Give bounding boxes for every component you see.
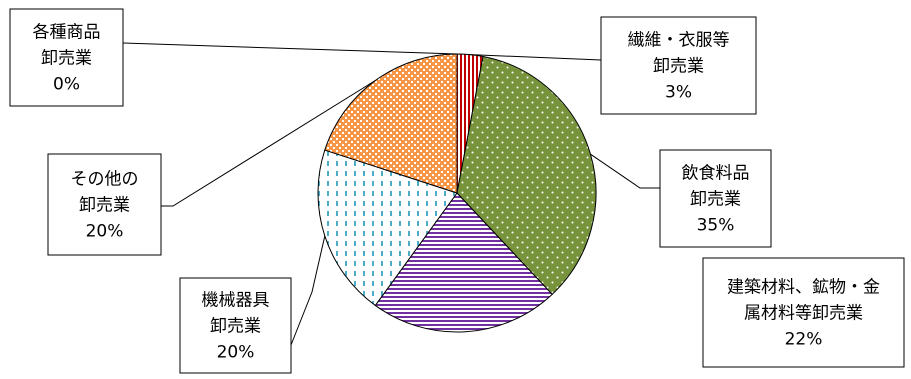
label-box (9, 8, 124, 107)
leader-line (590, 153, 660, 189)
slice-percent: 22% (785, 330, 823, 350)
label-box (702, 257, 905, 368)
slice-label: 卸売業 (79, 196, 130, 216)
leader-line (470, 54, 602, 61)
slice-percent: 20% (217, 343, 255, 363)
label-box (179, 277, 292, 374)
slice-label: 繊維・衣服等 (628, 31, 730, 51)
slice-percent: 20% (86, 222, 124, 242)
slice-label: 建築材料、鉱物・金 (727, 278, 880, 298)
slice-label: 卸売業 (653, 57, 704, 77)
slice-label: その他の (71, 170, 139, 190)
slice-percent: 0% (53, 75, 80, 95)
slice-label: 飲食料品 (682, 164, 750, 184)
pie-slice (374, 192, 553, 333)
label-box (600, 16, 757, 115)
slice-label: 属材料等卸売業 (744, 304, 863, 324)
leader-line (122, 42, 458, 55)
slice-percent: 3% (665, 83, 692, 103)
leader-line (161, 80, 376, 207)
slice-label: 卸売業 (690, 190, 741, 210)
slice-label: 各種商品 (33, 23, 101, 43)
slice-percent: 35% (697, 216, 735, 236)
slice-label: 機械器具 (202, 291, 270, 311)
pie-slice (317, 149, 458, 307)
slice-label: 卸売業 (210, 317, 261, 337)
leader-line (290, 235, 326, 346)
label-box (47, 153, 162, 256)
slice-label: 卸売業 (41, 49, 92, 69)
label-box (659, 149, 772, 248)
